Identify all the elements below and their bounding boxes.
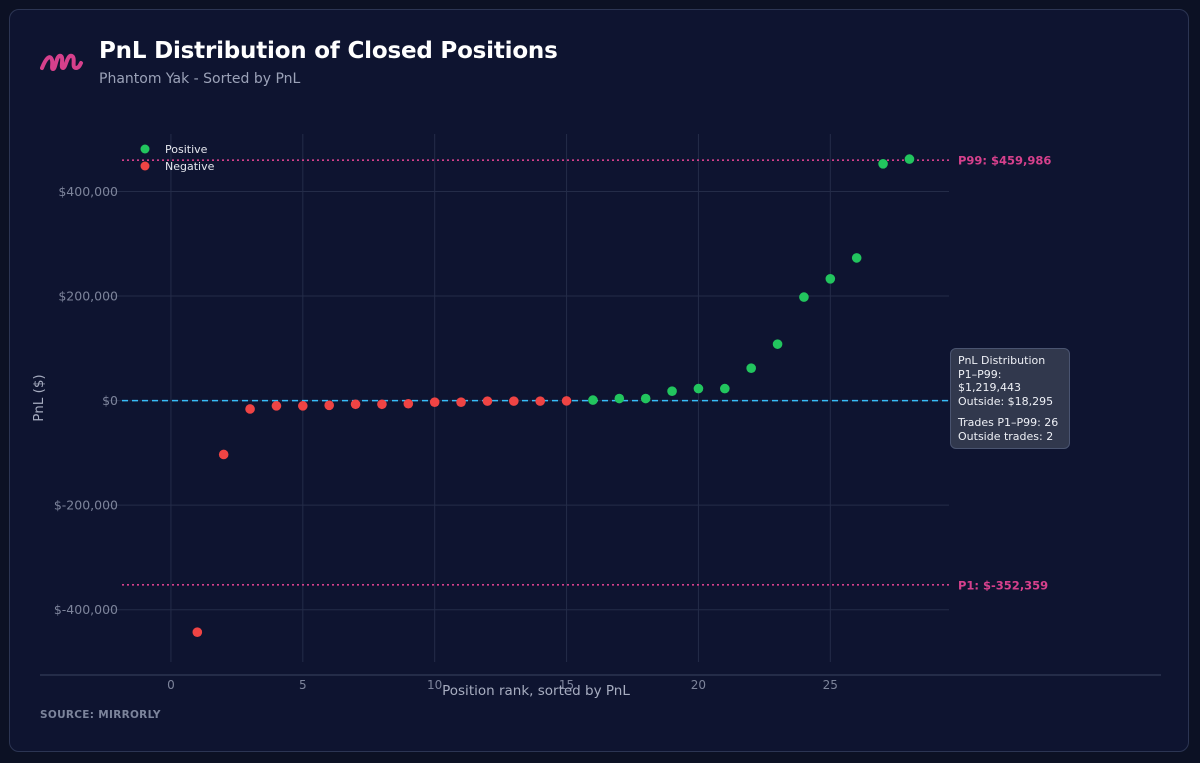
- y-tick-label: $-200,000: [54, 498, 118, 513]
- y-tick-label: $200,000: [58, 289, 118, 304]
- negative-point: [245, 404, 255, 414]
- negative-point: [271, 401, 282, 411]
- positive-point: [772, 339, 783, 349]
- positive-point: [904, 154, 915, 164]
- positive-point: [667, 386, 677, 397]
- x-axis-title: Position rank, sorted by PnL: [442, 683, 630, 699]
- x-tick-label: 20: [691, 678, 706, 692]
- tooltip-range-trades: Trades P1–P99: 26: [958, 416, 1059, 429]
- legend-marker-positive: [140, 144, 150, 154]
- legend-label-positive: Positive: [165, 143, 208, 156]
- tooltip-outside-total: Outside: $18,295: [958, 394, 1054, 408]
- x-tick-label: 10: [427, 678, 442, 692]
- chart-subtitle: Phantom Yak - Sorted by PnL: [99, 71, 301, 87]
- negative-point: [429, 397, 440, 407]
- positive-point: [588, 395, 598, 405]
- negative-point: [218, 449, 229, 460]
- legend-label-negative: Negative: [165, 160, 215, 173]
- negative-point: [456, 397, 466, 407]
- legend-marker-negative: [140, 161, 150, 171]
- negative-point: [535, 396, 545, 406]
- positive-point: [720, 383, 730, 394]
- y-tick-label: $400,000: [58, 184, 118, 199]
- negative-point: [403, 398, 414, 409]
- negative-point: [482, 396, 493, 406]
- percentile-label: P1: $-352,359: [958, 578, 1048, 592]
- y-tick-label: $0: [102, 393, 118, 408]
- x-tick-label: 5: [299, 678, 307, 692]
- tooltip-outside-trades: Outside trades: 2: [958, 429, 1054, 443]
- negative-point: [561, 396, 572, 406]
- tooltip-heading: PnL Distribution: [958, 354, 1046, 367]
- percentile-label: P99: $459,986: [958, 154, 1051, 168]
- negative-point: [377, 399, 387, 410]
- negative-point: [509, 396, 519, 406]
- positive-point: [640, 393, 651, 404]
- y-tick-label: $-400,000: [54, 602, 118, 617]
- x-tick-label: 25: [823, 678, 838, 692]
- negative-point: [324, 400, 334, 411]
- negative-point: [298, 401, 308, 411]
- negative-point: [192, 627, 203, 638]
- source-note: SOURCE: MIRRORLY: [40, 709, 161, 721]
- tooltip-range-total: P1–P99: $1,219,443: [958, 367, 1021, 395]
- positive-point: [614, 393, 625, 404]
- y-axis-title: PnL ($): [31, 374, 47, 421]
- chart-title: PnL Distribution of Closed Positions: [99, 38, 558, 64]
- mirrorly-logo-icon: [40, 53, 83, 71]
- positive-point: [799, 292, 809, 302]
- positive-point: [746, 363, 756, 374]
- positive-point: [851, 253, 862, 263]
- x-tick-label: 0: [167, 678, 175, 692]
- x-tick-label: 15: [559, 678, 574, 692]
- positive-point: [825, 274, 836, 284]
- distribution-tooltip: PnL Distribution P1–P99: $1,219,443 Outs…: [950, 348, 1070, 449]
- negative-point: [350, 399, 361, 410]
- positive-point: [878, 158, 888, 169]
- positive-point: [693, 383, 704, 394]
